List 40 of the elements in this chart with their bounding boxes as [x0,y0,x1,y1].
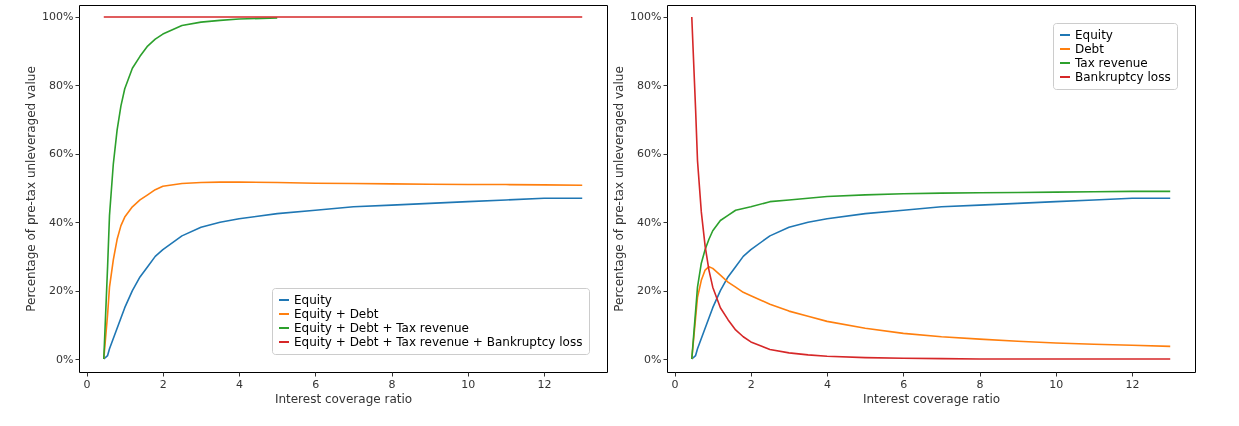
legend-label: Equity + Debt + Tax revenue [294,321,470,335]
y-tick-label: 60% [49,147,74,161]
x-tick-label: 4 [824,377,832,391]
y-axis-title: Percentage of pre-tax unleveraged value [612,66,627,312]
legend-label: Equity [294,293,332,307]
line-series [102,17,279,360]
x-tick-label: 0 [83,377,91,391]
y-tick-label: 20% [637,284,662,298]
legend-label: Equity + Debt + Tax revenue + Bankruptcy loss [294,335,583,349]
x-tick-label: 10 [461,377,476,391]
y-tick-label: 80% [49,78,74,92]
y-axis-title: Percentage of pre-tax unleveraged value [24,66,39,312]
x-axis-title: Interest coverage ratio [274,391,413,406]
line-series [690,16,1172,360]
y-tick-label: 60% [637,147,662,161]
legend-label: Debt [1075,42,1105,56]
legend-label: Tax revenue [1074,56,1148,70]
x-axis-title: Interest coverage ratio [862,391,1001,406]
x-tick-label: 2 [747,377,755,391]
y-tick-label: 40% [49,215,74,229]
x-tick-label: 2 [159,377,167,391]
x-tick-label: 8 [976,377,984,391]
legend-label: Equity + Debt [294,307,379,321]
x-tick-label: 8 [388,377,396,391]
x-tick-label: 6 [900,377,908,391]
legend-label: Equity [1075,28,1113,42]
x-tick-label: 12 [1125,377,1140,391]
x-tick-label: 4 [236,377,244,391]
x-tick-label: 0 [671,377,679,391]
legend-label: Bankruptcy loss [1075,70,1171,84]
x-tick-label: 12 [537,377,552,391]
x-tick-label: 6 [312,377,320,391]
y-tick-label: 0% [644,352,662,366]
x-tick-label: 10 [1049,377,1064,391]
y-tick-label: 100% [42,10,74,24]
y-tick-label: 0% [56,352,74,366]
y-tick-label: 100% [630,10,662,24]
y-tick-label: 20% [49,284,74,298]
y-tick-label: 80% [637,78,662,92]
y-tick-label: 40% [637,215,662,229]
